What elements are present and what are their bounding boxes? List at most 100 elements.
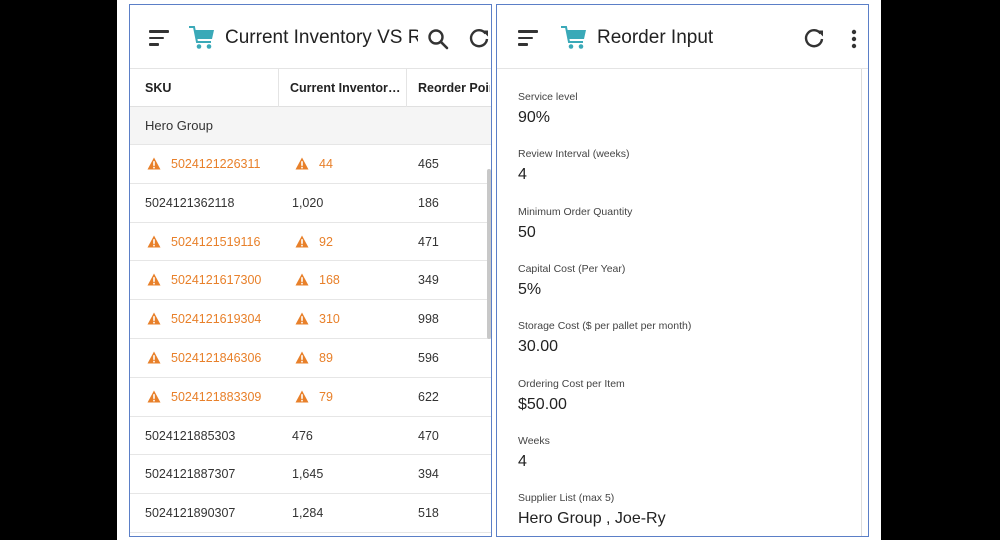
sku-cell: 5024121226311 bbox=[147, 145, 260, 183]
sku-cell: 5024121619304 bbox=[147, 300, 261, 338]
table-row[interactable]: 5024121890307 1,284 518 bbox=[130, 494, 491, 533]
sku-cell: 5024121885303 bbox=[145, 417, 235, 455]
field-value[interactable]: $50.00 bbox=[518, 395, 567, 413]
warning-icon bbox=[295, 351, 309, 364]
sku-cell: 5024121846306 bbox=[147, 339, 261, 377]
form-field[interactable]: Weeks 4 bbox=[518, 435, 550, 471]
reorder-value: 518 bbox=[418, 506, 439, 521]
form-field[interactable]: Ordering Cost per Item $50.00 bbox=[518, 378, 625, 414]
table-row[interactable]: 5024121226311 44 465 bbox=[130, 145, 491, 184]
menu-icon[interactable] bbox=[149, 30, 169, 46]
table-row[interactable]: 5024121619304 310 998 bbox=[130, 300, 491, 339]
inventory-value: 79 bbox=[319, 389, 333, 404]
reorder-point-cell: 394 bbox=[418, 455, 439, 493]
current-inventory-cell: 1,020 bbox=[292, 184, 323, 222]
reorder-point-cell: 622 bbox=[418, 378, 439, 416]
column-divider bbox=[278, 69, 279, 107]
sku-cell: 5024121883309 bbox=[147, 378, 261, 416]
reorder-value: 394 bbox=[418, 467, 439, 482]
sku-value: 5024121519116 bbox=[171, 234, 261, 249]
field-value[interactable]: 4 bbox=[518, 166, 527, 184]
reorder-value: 596 bbox=[418, 350, 439, 365]
reorder-form: Service level 90% Review Interval (weeks) 4… bbox=[497, 69, 868, 536]
column-header-reorder-point[interactable]: Reorder Point bbox=[418, 81, 490, 95]
reorder-value: 349 bbox=[418, 273, 439, 288]
warning-icon bbox=[147, 235, 161, 248]
reorder-point-cell: 998 bbox=[418, 300, 439, 338]
search-icon[interactable] bbox=[426, 27, 450, 51]
reorder-value: 186 bbox=[418, 195, 439, 210]
sku-value: 5024121885303 bbox=[145, 428, 236, 443]
reorder-value: 465 bbox=[418, 157, 439, 171]
sku-value: 5024121617300 bbox=[171, 273, 262, 288]
scrollbar-thumb[interactable] bbox=[487, 169, 491, 339]
inventory-value: 89 bbox=[319, 350, 333, 365]
table-row[interactable]: 5024121883309 79 622 bbox=[130, 378, 491, 417]
warning-icon bbox=[147, 351, 161, 364]
current-inventory-cell: 89 bbox=[295, 339, 333, 377]
cart-icon bbox=[561, 26, 586, 49]
field-value[interactable]: 4 bbox=[518, 452, 527, 470]
form-field[interactable]: Service level 90% bbox=[518, 91, 578, 127]
form-field[interactable]: Storage Cost ($ per pallet per month) 30.… bbox=[518, 320, 691, 356]
reorder-value: 470 bbox=[418, 428, 439, 443]
field-value[interactable]: 90% bbox=[518, 109, 551, 126]
inventory-value: 1,284 bbox=[292, 506, 324, 521]
table-row[interactable]: 5024121519116 92 471 bbox=[130, 223, 491, 262]
warning-icon bbox=[295, 157, 309, 170]
sku-value: 5024121846306 bbox=[171, 350, 262, 365]
field-value[interactable]: 50 bbox=[518, 223, 536, 241]
reorder-point-cell: 471 bbox=[418, 223, 439, 261]
warning-icon bbox=[147, 157, 161, 170]
reorder-point-cell: 518 bbox=[418, 494, 439, 532]
reorder-value: 471 bbox=[418, 234, 439, 249]
form-field[interactable]: Supplier List (max 5) Hero Group , Joe-Ry bbox=[518, 492, 666, 528]
cart-icon bbox=[189, 26, 214, 49]
screenshot-canvas: Current Inventory VS ROP SKU Current Inv… bbox=[117, 0, 881, 540]
reorder-point-cell: 465 bbox=[418, 145, 439, 183]
sku-cell: 5024121617300 bbox=[147, 261, 261, 299]
scrollbar[interactable] bbox=[487, 69, 491, 536]
column-header-current-inventory[interactable]: Current Inventory... bbox=[290, 81, 403, 95]
inventory-value: 476 bbox=[292, 428, 313, 443]
reorder-input-title: Reorder Input bbox=[597, 27, 714, 48]
menu-icon[interactable] bbox=[518, 30, 538, 46]
table-row[interactable]: 5024121885303 476 470 bbox=[130, 417, 491, 456]
field-label: Ordering Cost per Item bbox=[518, 377, 625, 390]
table-body: Hero Group 5024121226311 44 465 50241213621… bbox=[130, 107, 491, 533]
inventory-panel: Current Inventory VS ROP SKU Current Inv… bbox=[129, 4, 492, 537]
form-field[interactable]: Review Interval (weeks) 4 bbox=[518, 148, 629, 184]
field-label: Supplier List (max 5) bbox=[518, 492, 615, 505]
table-row[interactable]: 5024121362118 1,020 186 bbox=[130, 184, 491, 223]
form-field[interactable]: Capital Cost (Per Year) 5% bbox=[518, 263, 625, 299]
sku-cell: 5024121362118 bbox=[145, 184, 234, 222]
table-row[interactable]: 5024121617300 168 349 bbox=[130, 261, 491, 301]
table-row[interactable]: 5024121887307 1,645 394 bbox=[130, 455, 491, 495]
current-inventory-cell: 476 bbox=[292, 417, 313, 455]
sku-cell: 5024121887307 bbox=[145, 455, 235, 493]
form-field[interactable]: Minimum Order Quantity 50 bbox=[518, 206, 632, 242]
column-divider bbox=[406, 69, 407, 107]
field-label: Capital Cost (Per Year) bbox=[518, 262, 626, 275]
sku-cell: 5024121890307 bbox=[145, 494, 235, 532]
column-header-sku[interactable]: SKU bbox=[145, 81, 172, 95]
sku-value: 5024121887307 bbox=[145, 467, 236, 482]
warning-icon bbox=[295, 312, 309, 325]
reorder-point-cell: 186 bbox=[418, 184, 439, 222]
sku-value: 5024121890307 bbox=[145, 506, 236, 521]
refresh-icon[interactable] bbox=[802, 27, 826, 51]
warning-icon bbox=[295, 235, 309, 248]
field-label: Storage Cost ($ per pallet per month) bbox=[518, 320, 692, 333]
sku-value: 5024121362118 bbox=[145, 195, 235, 210]
group-row-hero-group[interactable]: Hero Group bbox=[130, 107, 491, 145]
current-inventory-cell: 1,645 bbox=[292, 455, 323, 493]
field-value[interactable]: 30.00 bbox=[518, 338, 559, 356]
refresh-icon[interactable] bbox=[467, 27, 491, 51]
field-value[interactable]: 5% bbox=[518, 280, 542, 298]
more-vert-icon[interactable] bbox=[842, 27, 866, 51]
table-row[interactable]: 5024121846306 89 596 bbox=[130, 339, 491, 378]
inventory-value: 92 bbox=[319, 234, 333, 249]
scrollbar[interactable] bbox=[861, 69, 862, 536]
field-value[interactable]: Hero Group , Joe-Ry bbox=[518, 510, 666, 528]
reorder-point-cell: 349 bbox=[418, 261, 439, 299]
